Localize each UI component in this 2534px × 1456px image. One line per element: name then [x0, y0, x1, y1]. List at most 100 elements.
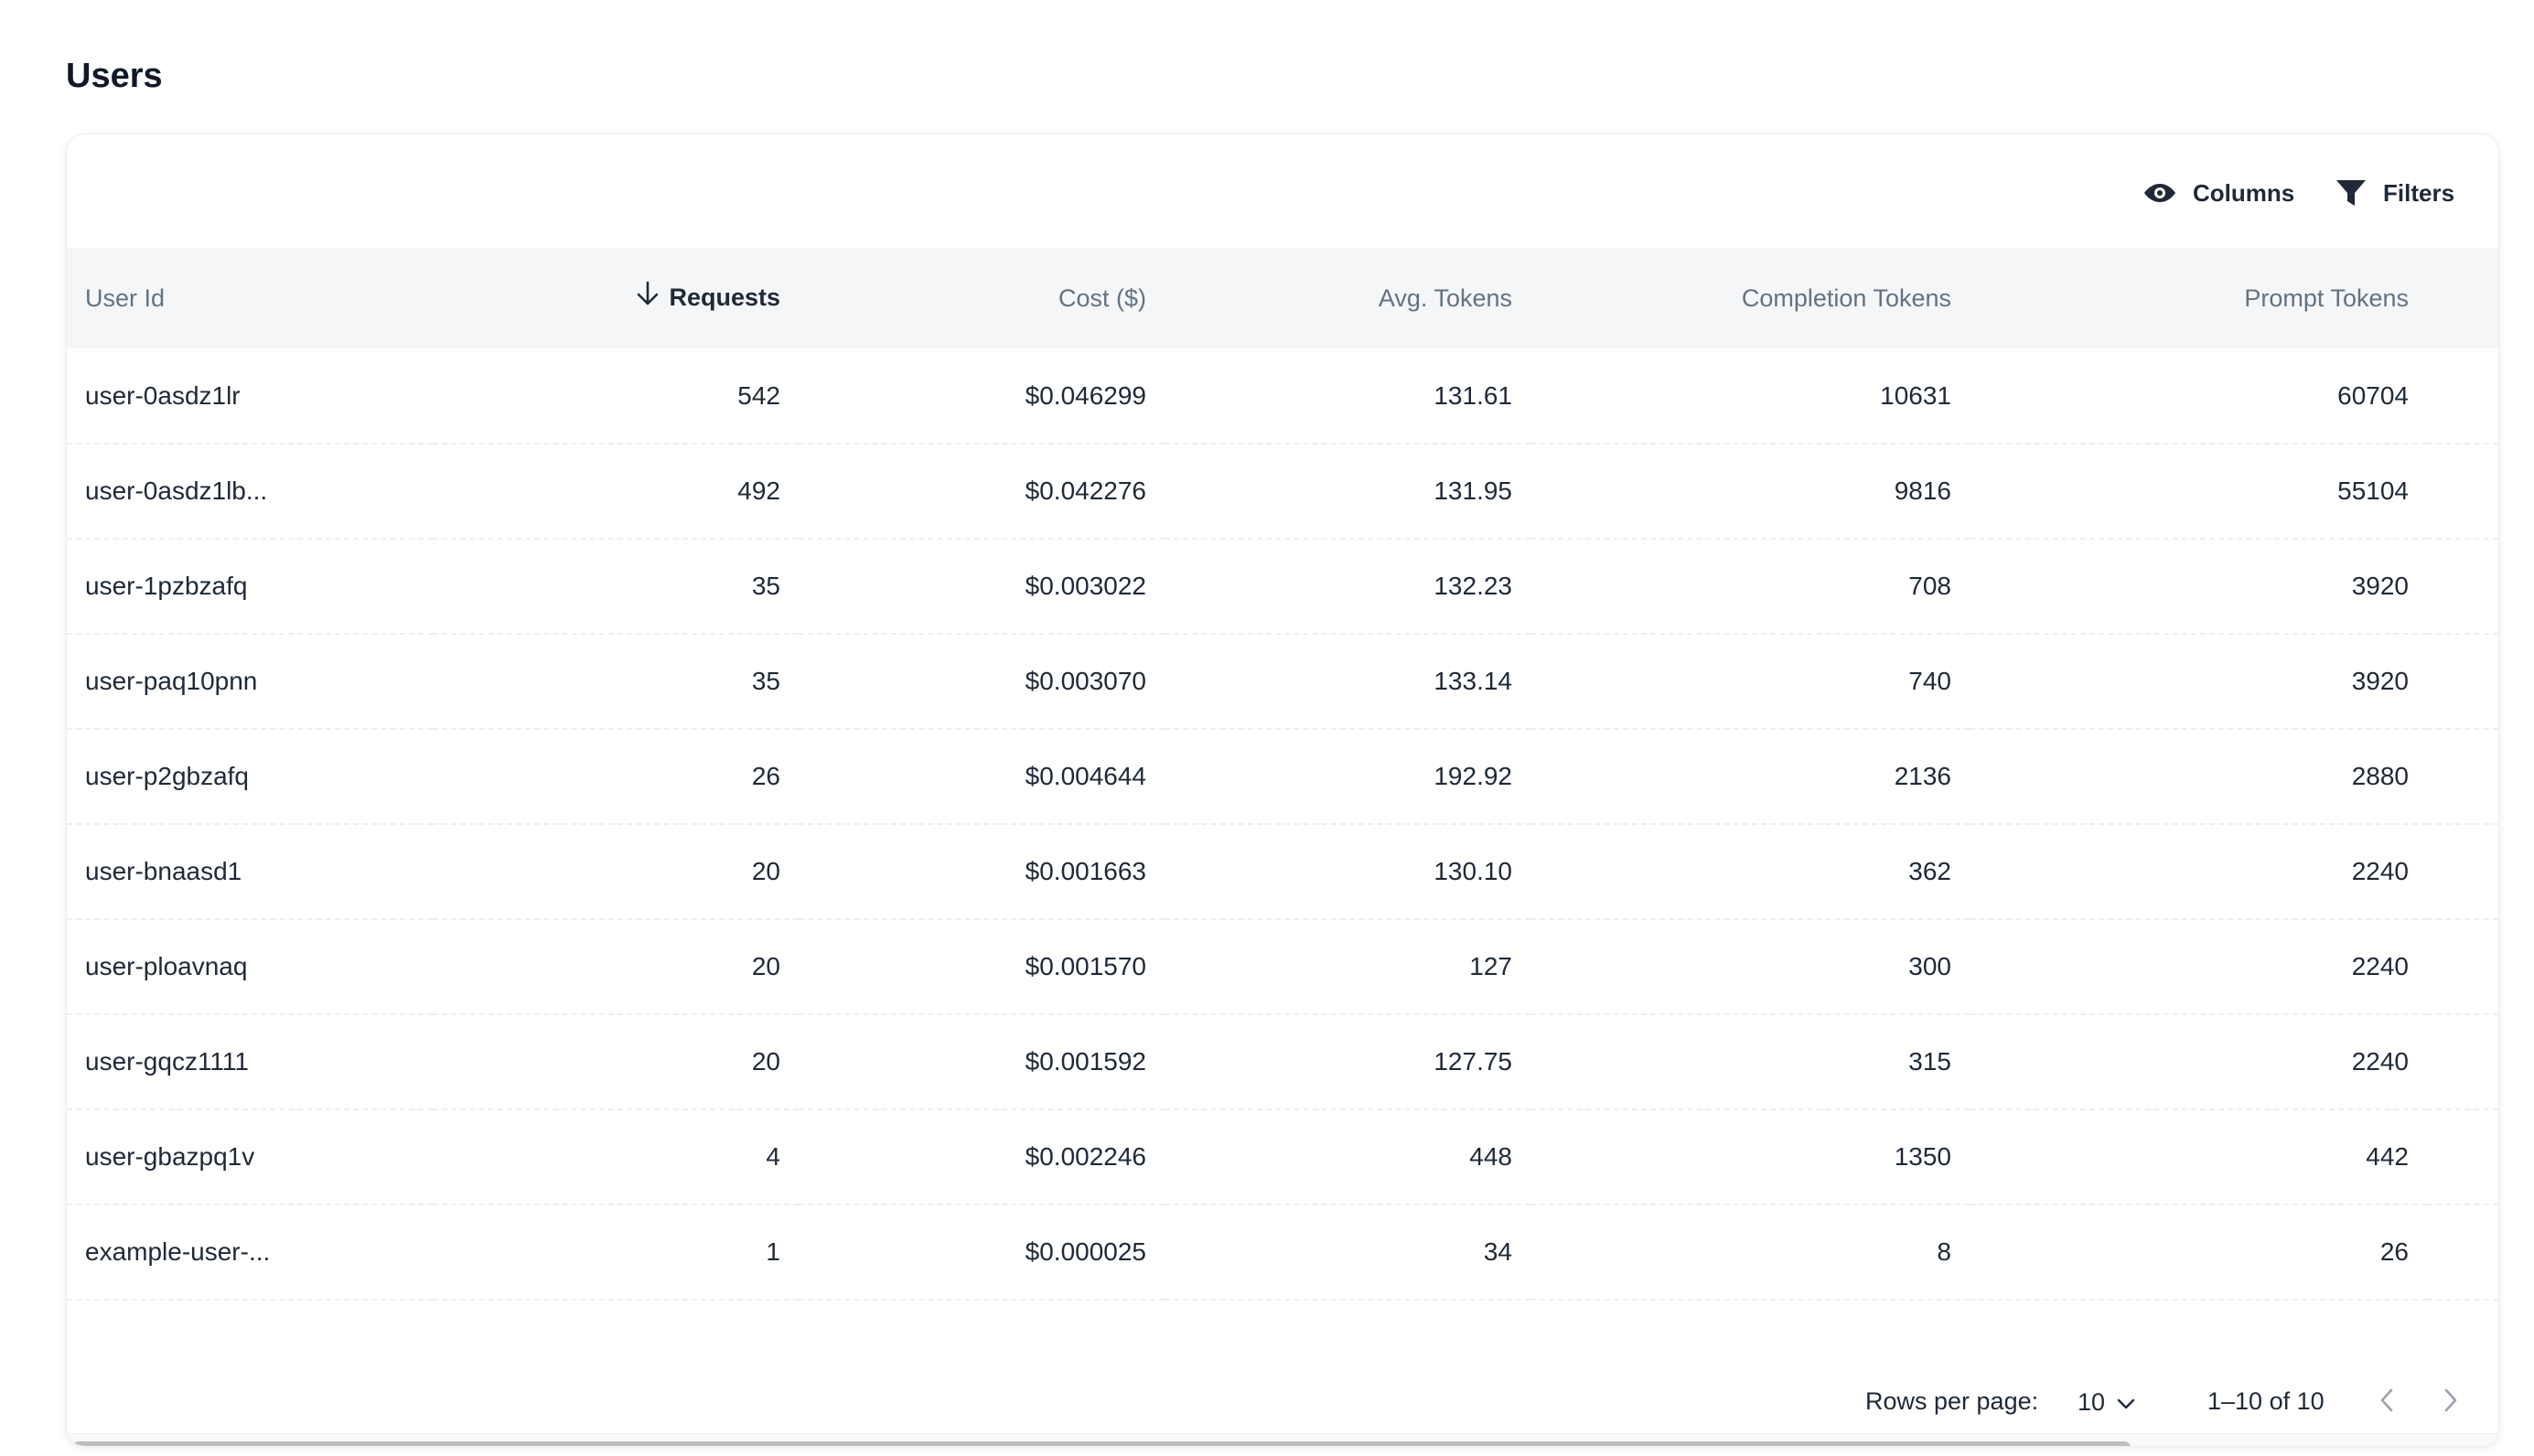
prompt-tokens-cell: 3920 [2351, 667, 2409, 695]
rows-per-page-select[interactable]: 10 [2078, 1384, 2136, 1420]
rows-per-page-value: 10 [2078, 1387, 2106, 1416]
completion-tokens-cell: 1350 [1894, 1142, 1951, 1171]
avg-tokens-cell: 132.23 [1433, 572, 1512, 600]
arrow-down-icon [636, 281, 660, 313]
cost-cell: $0.042276 [1025, 476, 1146, 505]
requests-cell: 542 [737, 380, 780, 410]
chevron-left-icon [2378, 1387, 2395, 1418]
table-row[interactable]: example-user-... 1 $0.000025 34 8 26 [67, 1204, 2498, 1300]
cost-cell: $0.001570 [1025, 952, 1146, 980]
completion-tokens-cell: 9816 [1894, 476, 1951, 505]
table-row[interactable]: user-gbazpq1v 4 $0.002246 448 1350 442 [67, 1109, 2498, 1204]
column-header-prompt-tokens[interactable]: Prompt Tokens [2244, 284, 2409, 312]
avg-tokens-cell: 131.95 [1433, 476, 1512, 505]
cost-cell: $0.000025 [1025, 1237, 1146, 1266]
completion-tokens-cell: 362 [1908, 857, 1951, 885]
horizontal-scrollbar-thumb[interactable] [72, 1441, 2131, 1446]
avg-tokens-cell: 34 [1483, 1237, 1512, 1266]
requests-cell: 20 [751, 857, 780, 885]
avg-tokens-cell: 131.61 [1433, 380, 1512, 410]
table-row[interactable]: user-0asdz1lr 542 $0.046299 131.61 10631 6070… [67, 348, 2498, 444]
table-row[interactable]: user-gqcz1111 20 $0.001592 127.75 315 2240 [67, 1014, 2498, 1109]
table-row[interactable]: user-0asdz1lb... 492 $0.042276 131.95 9816 55… [67, 444, 2498, 539]
next-page-button[interactable] [2431, 1382, 2471, 1422]
completion-tokens-cell: 300 [1908, 952, 1951, 980]
table-pagination: Rows per page: 10 1–10 of 10 [67, 1354, 2498, 1446]
prompt-tokens-cell: 442 [2366, 1142, 2409, 1171]
prompt-tokens-cell: 26 [2379, 1237, 2409, 1266]
table-row[interactable]: user-ploavnaq 20 $0.001570 127 300 2240 [67, 919, 2498, 1014]
user-id-cell: user-gbazpq1v [85, 1142, 255, 1171]
eye-icon [2143, 182, 2176, 204]
chevron-down-icon [2116, 1388, 2136, 1417]
completion-tokens-cell: 2136 [1894, 762, 1951, 790]
prompt-tokens-cell: 2880 [2351, 762, 2409, 790]
overflow-cell [2427, 919, 2498, 1014]
overflow-cell [2427, 1204, 2498, 1300]
user-id-cell: user-paq10pnn [85, 667, 258, 695]
user-id-cell: user-ploavnaq [85, 952, 248, 980]
requests-cell: 20 [751, 952, 780, 980]
pagination-range: 1–10 of 10 [2207, 1387, 2325, 1415]
avg-tokens-cell: 133.14 [1433, 667, 1512, 695]
avg-tokens-cell: 448 [1469, 1142, 1512, 1171]
table-row[interactable]: user-p2gbzafq 26 $0.004644 192.92 2136 2880 [67, 729, 2498, 824]
completion-tokens-cell: 10631 [1880, 380, 1951, 410]
column-header-avg-tokens[interactable]: Avg. Tokens [1378, 284, 1512, 312]
overflow-cell [2427, 729, 2498, 824]
user-id-cell: user-0asdz1lb... [85, 476, 268, 505]
table-toolbar: Columns Filters [67, 134, 2498, 248]
user-id-cell: user-gqcz1111 [85, 1047, 249, 1076]
table-row[interactable]: user-paq10pnn 35 $0.003070 133.14 740 3920 [67, 634, 2498, 729]
cost-cell: $0.003070 [1025, 667, 1146, 695]
avg-tokens-cell: 127.75 [1433, 1047, 1512, 1076]
overflow-cell [2427, 539, 2498, 634]
table-row[interactable]: user-bnaasd1 20 $0.001663 130.10 362 2240 [67, 824, 2498, 919]
avg-tokens-cell: 127 [1469, 952, 1512, 980]
requests-cell: 26 [751, 762, 780, 790]
columns-button[interactable]: Columns [2143, 173, 2294, 213]
horizontal-scrollbar[interactable] [67, 1433, 2498, 1446]
requests-cell: 20 [751, 1047, 780, 1076]
filters-button-label: Filters [2383, 178, 2455, 207]
rows-per-page-label: Rows per page: [1865, 1387, 2039, 1415]
cost-cell: $0.003022 [1025, 572, 1146, 600]
cost-cell: $0.002246 [1025, 1142, 1146, 1171]
overflow-cell [2427, 1014, 2498, 1109]
user-id-cell: user-1pzbzafq [85, 572, 248, 600]
user-id-cell: user-p2gbzafq [85, 762, 250, 790]
prompt-tokens-cell: 60704 [2337, 380, 2409, 410]
prompt-tokens-cell: 2240 [2351, 952, 2409, 980]
requests-cell: 35 [751, 667, 780, 695]
previous-page-button[interactable] [2367, 1382, 2407, 1422]
table-scroll-area[interactable]: User Id Requests Cost ($) Avg. Tokens Co… [67, 248, 2498, 1446]
filters-button[interactable]: Filters [2335, 173, 2454, 213]
table-body: user-0asdz1lr 542 $0.046299 131.61 10631 6070… [67, 348, 2498, 1300]
prompt-tokens-cell: 2240 [2351, 1047, 2409, 1076]
completion-tokens-cell: 740 [1908, 667, 1951, 695]
table-row[interactable]: user-1pzbzafq 35 $0.003022 132.23 708 3920 [67, 539, 2498, 634]
completion-tokens-cell: 315 [1908, 1047, 1951, 1076]
prompt-tokens-cell: 55104 [2337, 476, 2409, 505]
columns-button-label: Columns [2193, 178, 2295, 207]
avg-tokens-cell: 192.92 [1433, 762, 1512, 790]
column-header-completion-tokens[interactable]: Completion Tokens [1741, 284, 1951, 312]
completion-tokens-cell: 708 [1908, 572, 1951, 600]
column-header-requests[interactable]: Requests [433, 248, 799, 348]
requests-cell: 1 [766, 1237, 780, 1266]
overflow-cell [2427, 1109, 2498, 1204]
column-header-user-id[interactable]: User Id [85, 284, 166, 312]
requests-cell: 4 [766, 1142, 780, 1171]
avg-tokens-cell: 130.10 [1433, 857, 1512, 885]
prompt-tokens-cell: 3920 [2351, 572, 2409, 600]
user-id-cell: user-0asdz1lr [85, 380, 241, 410]
user-id-cell: example-user-... [85, 1237, 271, 1266]
cost-cell: $0.001663 [1025, 857, 1146, 885]
users-table-card: Columns Filters User [66, 134, 2499, 1447]
column-header-cost[interactable]: Cost ($) [1058, 284, 1146, 312]
column-header-overflow [2427, 248, 2498, 348]
page-title: Users [66, 57, 163, 95]
overflow-cell [2427, 348, 2498, 444]
cost-cell: $0.046299 [1025, 380, 1146, 410]
overflow-cell [2427, 444, 2498, 539]
